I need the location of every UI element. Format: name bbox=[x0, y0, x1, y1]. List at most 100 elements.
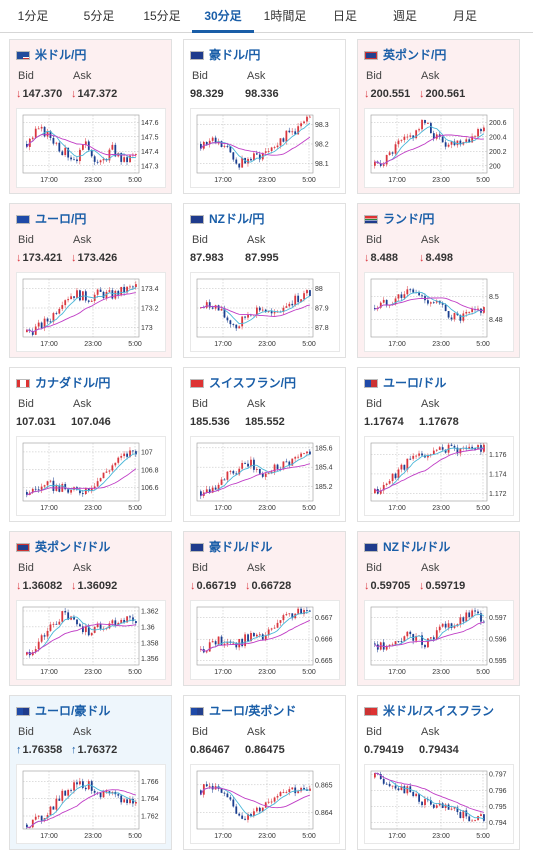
down-arrow-icon: ↓ bbox=[245, 580, 251, 592]
rate-card[interactable]: ユーロ/豪ドル Bid Ask ↑1.76358 ↑1.76372 1.766 1.764 1… bbox=[9, 695, 172, 850]
chart-svg: 0.597 0.596 0.595 17:00 23:00 5:00 bbox=[370, 606, 507, 676]
candlestick-chart[interactable]: 88 87.9 87.8 17:00 23:00 5:00 bbox=[190, 272, 340, 352]
up-arrow-icon: ↑ bbox=[71, 744, 77, 756]
candlestick-chart[interactable]: 1.362 1.36 1.358 1.356 17:00 23:00 5:00 bbox=[16, 600, 166, 680]
tab-30min[interactable]: 30分足 bbox=[192, 0, 254, 33]
candle-body bbox=[447, 144, 450, 147]
candle-body bbox=[385, 646, 388, 650]
pair-name-link[interactable]: 英ポンド/ドル bbox=[35, 540, 111, 554]
tab-15min[interactable]: 15分足 bbox=[143, 9, 181, 23]
tab-daily[interactable]: 日足 bbox=[332, 9, 357, 23]
pair-name-link[interactable]: ユーロ/ドル bbox=[383, 376, 447, 390]
candle-body bbox=[49, 321, 52, 323]
rate-card[interactable]: 豪ドル/ドル Bid Ask ↓0.66719 ↓0.66728 0.667 0.666 0.… bbox=[183, 531, 346, 686]
x-tick-label: 17:00 bbox=[40, 833, 58, 840]
candlestick-chart[interactable]: 0.597 0.596 0.595 17:00 23:00 5:00 bbox=[364, 600, 514, 680]
pair-name-link[interactable]: スイスフラン/円 bbox=[209, 376, 296, 390]
candle-body bbox=[288, 130, 291, 133]
bid-value: ↓1.36082 bbox=[16, 580, 63, 592]
y-tick-label: 0.666 bbox=[315, 637, 333, 644]
candle-body bbox=[424, 119, 426, 124]
tab-monthly[interactable]: 月足 bbox=[452, 9, 477, 23]
candle-body bbox=[235, 324, 238, 329]
rate-card[interactable]: 英ポンド/円 Bid Ask ↓200.551 ↓200.561 200.6 200.4 20… bbox=[357, 39, 520, 194]
pair-name-link[interactable]: カナダドル/円 bbox=[35, 376, 111, 390]
candlestick-chart[interactable]: 1.766 1.764 1.762 17:00 23:00 5:00 bbox=[16, 764, 166, 844]
bid-label: Bid bbox=[366, 70, 382, 82]
candle-body bbox=[450, 141, 453, 145]
candle-body bbox=[435, 805, 438, 808]
tab-5min[interactable]: 5分足 bbox=[83, 9, 115, 23]
candle-body bbox=[421, 119, 423, 130]
candle-body bbox=[424, 296, 426, 301]
candle-body bbox=[26, 329, 28, 333]
candle-body bbox=[126, 616, 129, 623]
candle-body bbox=[279, 792, 282, 796]
pair-name-link[interactable]: 米ドル/円 bbox=[35, 48, 87, 62]
pair-name-link[interactable]: ユーロ/円 bbox=[35, 212, 87, 226]
ask-label: Ask bbox=[247, 234, 266, 246]
down-arrow-icon: ↓ bbox=[16, 88, 22, 100]
candlestick-chart[interactable]: 8.5 8.48 17:00 23:00 5:00 bbox=[364, 272, 514, 352]
rate-card[interactable]: 豪ドル/円 Bid Ask 98.329 98.336 98.3 98.2 98.1 17:00… bbox=[183, 39, 346, 194]
candlestick-chart[interactable]: 0.797 0.796 0.795 0.794 17:00 23:00 5:00 bbox=[364, 764, 514, 844]
pair-name-link[interactable]: ユーロ/英ポンド bbox=[209, 704, 297, 718]
candle-body bbox=[82, 493, 84, 495]
rate-card[interactable]: 英ポンド/ドル Bid Ask ↓1.36082 ↓1.36092 1.362 1.36 1.… bbox=[9, 531, 172, 686]
rate-card[interactable]: ランド/円 Bid Ask ↓8.488 ↓8.498 8.5 8.48 17:00 23:00… bbox=[357, 203, 520, 358]
pair-name-link[interactable]: 豪ドル/ドル bbox=[209, 540, 273, 554]
rate-card[interactable]: NZドル/円 Bid Ask 87.983 87.995 88 87.9 87.8 17:00 2… bbox=[183, 203, 346, 358]
tab-1hour[interactable]: 1時間足 bbox=[263, 9, 307, 23]
tab-1min[interactable]: 1分足 bbox=[17, 9, 49, 23]
candle-body bbox=[256, 153, 258, 155]
candle-body bbox=[294, 295, 297, 306]
rate-card[interactable]: スイスフラン/円 Bid Ask 185.536 185.552 185.6 185.4 18… bbox=[183, 367, 346, 522]
candlestick-chart[interactable]: 98.3 98.2 98.1 17:00 23:00 5:00 bbox=[190, 108, 340, 188]
pair-name-link[interactable]: NZドル/ドル bbox=[383, 540, 451, 554]
rate-card[interactable]: NZドル/ドル Bid Ask ↓0.59705 ↓0.59719 0.597 0.596 0… bbox=[357, 531, 520, 686]
candle-body bbox=[294, 131, 297, 135]
candle-body bbox=[474, 610, 477, 612]
pair-name-link[interactable]: 米ドル/スイスフラン bbox=[383, 704, 494, 718]
candle-body bbox=[129, 798, 131, 804]
candle-body bbox=[397, 140, 400, 145]
pair-name-link[interactable]: 英ポンド/円 bbox=[383, 48, 447, 62]
pair-name-link[interactable]: ランド/円 bbox=[383, 212, 435, 226]
rate-card[interactable]: ユーロ/ドル Bid Ask 1.17674 1.17678 1.176 1.174 1.17… bbox=[357, 367, 520, 522]
candle-body bbox=[483, 127, 485, 132]
candle-body bbox=[58, 142, 61, 152]
bid-label: Bid bbox=[18, 562, 34, 574]
rate-card[interactable]: ユーロ/円 Bid Ask ↓173.421 ↓173.426 173.4 173.2 173… bbox=[9, 203, 172, 358]
candle-body bbox=[468, 446, 471, 449]
y-tick-label: 0.794 bbox=[489, 820, 507, 827]
rate-card[interactable]: カナダドル/円 Bid Ask 107.031 107.046 107 106.8 106.6… bbox=[9, 367, 172, 522]
rate-card[interactable]: ユーロ/英ポンド Bid Ask 0.86467 0.86475 0.865 0.864 17… bbox=[183, 695, 346, 850]
candle-body bbox=[374, 161, 376, 166]
candlestick-chart[interactable]: 200.6 200.4 200.2 200 17:00 23:00 5:00 bbox=[364, 108, 514, 188]
candle-body bbox=[412, 289, 415, 293]
tab-weekly[interactable]: 週足 bbox=[392, 9, 417, 23]
candlestick-chart[interactable]: 173.4 173.2 173 17:00 23:00 5:00 bbox=[16, 272, 166, 352]
candlestick-chart[interactable]: 185.6 185.4 185.2 17:00 23:00 5:00 bbox=[190, 436, 340, 516]
bid-value: ↓0.59705 bbox=[364, 580, 411, 592]
candle-body bbox=[132, 450, 134, 452]
candle-body bbox=[441, 447, 444, 450]
candle-body bbox=[427, 300, 429, 304]
candle-body bbox=[73, 296, 75, 298]
pair-name-link[interactable]: 豪ドル/円 bbox=[209, 48, 261, 62]
candle-body bbox=[132, 286, 134, 288]
candle-body bbox=[73, 782, 75, 791]
candlestick-chart[interactable]: 0.865 0.864 17:00 23:00 5:00 bbox=[190, 764, 340, 844]
rate-card[interactable]: 米ドル/円 Bid Ask ↓147.370 ↓147.372 147.6 147.5 147… bbox=[9, 39, 172, 194]
x-tick-label: 23:00 bbox=[258, 177, 276, 184]
pair-name-link[interactable]: ユーロ/豪ドル bbox=[35, 704, 111, 718]
candlestick-chart[interactable]: 147.6 147.5 147.4 147.3 17:00 23:00 5:00 bbox=[16, 108, 166, 188]
candlestick-chart[interactable]: 1.176 1.174 1.172 17:00 23:00 5:00 bbox=[364, 436, 514, 516]
flag-eu-gb-icon bbox=[190, 707, 204, 716]
candlestick-chart[interactable]: 0.667 0.666 0.665 17:00 23:00 5:00 bbox=[190, 600, 340, 680]
candlestick-chart[interactable]: 107 106.8 106.6 17:00 23:00 5:00 bbox=[16, 436, 166, 516]
candle-body bbox=[285, 614, 288, 616]
x-tick-label: 23:00 bbox=[84, 505, 102, 512]
pair-name-link[interactable]: NZドル/円 bbox=[209, 212, 265, 226]
rate-card[interactable]: 米ドル/スイスフラン Bid Ask 0.79419 0.79434 0.797 0.796… bbox=[357, 695, 520, 850]
